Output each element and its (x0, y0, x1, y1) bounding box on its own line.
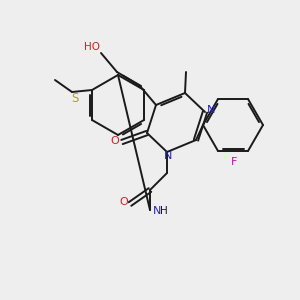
Text: N: N (153, 206, 161, 216)
Text: S: S (71, 92, 79, 106)
Text: N: N (164, 151, 172, 161)
Text: O: O (120, 197, 128, 207)
Text: F: F (231, 157, 237, 167)
Text: H: H (160, 206, 168, 216)
Text: HO: HO (84, 42, 100, 52)
Text: O: O (111, 136, 119, 146)
Text: N: N (207, 105, 215, 115)
